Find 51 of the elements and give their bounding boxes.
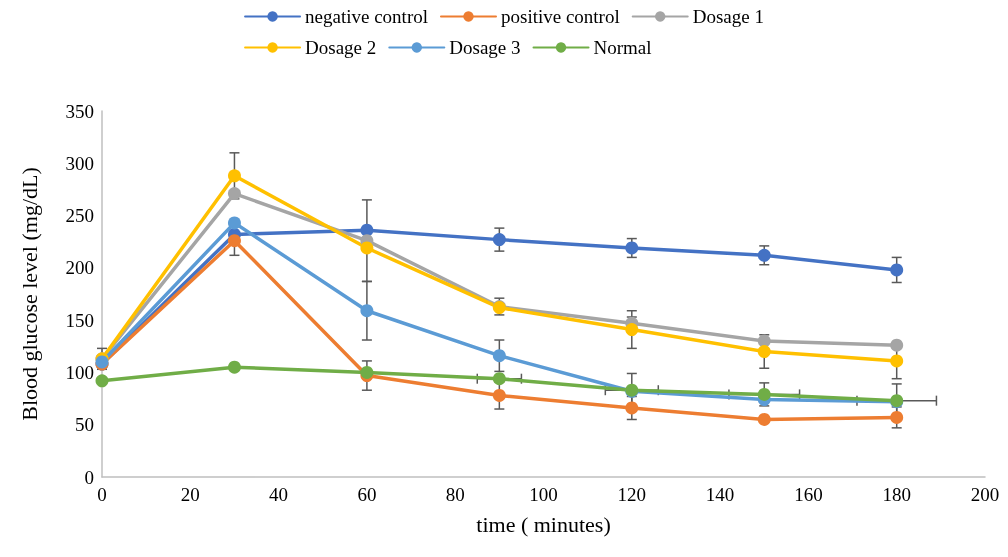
point: [492, 372, 506, 386]
legend-label: positive control: [500, 6, 620, 27]
point: [625, 241, 639, 255]
point: [757, 412, 771, 426]
x-tick-label: 40: [269, 484, 289, 505]
legend-label: Dosage 2: [305, 37, 377, 58]
x-tick-label: 160: [794, 484, 823, 505]
point: [492, 349, 506, 363]
y-tick-label: 200: [65, 257, 94, 279]
x-axis-title: time ( minutes): [476, 511, 611, 537]
point: [890, 410, 904, 424]
point: [227, 169, 241, 183]
y-tick-label: 250: [65, 205, 94, 227]
x-tick-label: 0: [97, 484, 107, 505]
x-tick-label: 180: [882, 484, 911, 505]
point: [625, 323, 639, 337]
legend-label: negative control: [305, 6, 428, 27]
point: [492, 233, 506, 247]
point: [890, 338, 904, 352]
y-tick-label: 150: [65, 309, 94, 331]
y-tick-label: 350: [65, 100, 94, 122]
legend-label: Dosage 1: [692, 6, 764, 27]
point: [360, 365, 374, 379]
point: [492, 388, 506, 402]
x-tick-label: 100: [529, 484, 558, 505]
point: [227, 187, 241, 201]
point: [360, 241, 374, 255]
point: [890, 263, 904, 277]
x-tick-label: 20: [180, 484, 200, 505]
y-tick-label: 100: [65, 361, 94, 383]
point: [625, 401, 639, 415]
legend-label: Dosage 3: [449, 37, 521, 58]
point: [890, 354, 904, 368]
point: [757, 248, 771, 262]
x-tick-label: 80: [445, 484, 465, 505]
legend-label: Normal: [593, 37, 652, 58]
y-tick-label: 0: [84, 466, 94, 488]
point: [757, 345, 771, 359]
point: [360, 304, 374, 318]
point: [227, 360, 241, 374]
point: [95, 374, 109, 388]
x-tick-label: 60: [357, 484, 377, 505]
x-tick-label: 120: [617, 484, 647, 505]
point: [757, 387, 771, 401]
y-tick-label: 50: [75, 414, 94, 436]
point: [227, 234, 241, 248]
y-tick-label: 300: [65, 152, 94, 174]
x-tick-label: 200: [970, 484, 1000, 505]
x-tick-label: 140: [705, 484, 735, 505]
y-axis-title: Blood glucose level (mg/dL): [16, 167, 42, 421]
point: [227, 216, 241, 230]
